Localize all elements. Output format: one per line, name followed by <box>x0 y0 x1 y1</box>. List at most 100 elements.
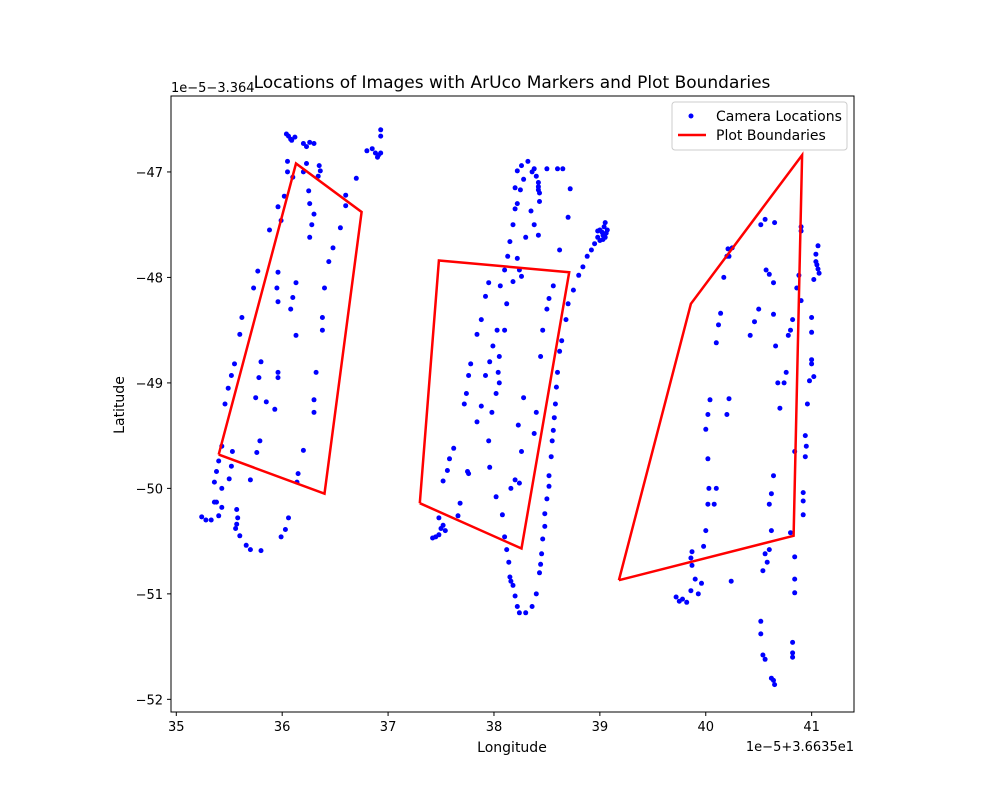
camera-location-point-237 <box>499 512 505 518</box>
camera-location-point-199 <box>559 338 565 344</box>
camera-location-point-323 <box>809 361 815 367</box>
camera-location-point-18 <box>219 485 225 491</box>
camera-location-point-197 <box>555 369 560 375</box>
camera-location-point-90 <box>343 192 349 198</box>
camera-location-point-297 <box>781 380 787 386</box>
camera-location-point-162 <box>502 327 508 333</box>
camera-location-point-49 <box>285 169 290 175</box>
camera-location-point-183 <box>538 561 544 567</box>
camera-location-point-230 <box>519 449 524 454</box>
legend-label-camera-locations: Camera Locations <box>716 109 842 125</box>
camera-location-point-153 <box>535 232 541 238</box>
camera-location-point-303 <box>792 576 798 582</box>
camera-location-point-109 <box>447 456 452 462</box>
camera-location-point-107 <box>440 478 446 484</box>
camera-location-point-254 <box>703 426 709 432</box>
camera-location-point-222 <box>544 306 550 312</box>
camera-location-point-175 <box>510 582 516 588</box>
camera-location-point-174 <box>508 578 514 584</box>
chart-title: Locations of Images with ArUco Markers a… <box>254 73 771 93</box>
camera-location-point-289 <box>758 618 764 624</box>
camera-location-point-141 <box>521 176 527 182</box>
camera-location-point-23 <box>234 521 240 527</box>
camera-location-point-248 <box>699 580 704 586</box>
camera-location-point-333 <box>814 262 820 268</box>
camera-location-point-99 <box>378 133 384 139</box>
camera-location-point-334 <box>788 530 793 536</box>
camera-location-point-253 <box>705 456 711 462</box>
camera-location-point-283 <box>768 491 774 497</box>
camera-location-point-11 <box>228 373 234 378</box>
camera-location-point-127 <box>490 343 496 349</box>
camera-location-point-192 <box>549 438 555 444</box>
camera-location-point-187 <box>542 511 548 517</box>
camera-location-point-321 <box>807 378 812 384</box>
camera-location-point-45 <box>275 204 281 210</box>
camera-location-point-190 <box>546 473 552 479</box>
camera-location-point-39 <box>272 406 278 412</box>
camera-location-point-89 <box>343 203 349 209</box>
camera-location-point-179 <box>523 610 529 616</box>
camera-location-point-37 <box>267 227 272 233</box>
camera-location-point-176 <box>512 593 518 599</box>
camera-location-point-21 <box>234 507 240 512</box>
camera-location-point-110 <box>451 445 457 451</box>
camera-location-point-178 <box>516 610 522 616</box>
camera-location-point-36 <box>255 268 261 274</box>
camera-location-point-238 <box>673 594 679 600</box>
camera-locations-series <box>199 127 822 688</box>
camera-location-point-28 <box>258 548 264 554</box>
camera-location-point-285 <box>768 528 774 534</box>
camera-location-point-251 <box>705 501 711 507</box>
camera-location-point-267 <box>724 412 730 417</box>
camera-location-point-232 <box>512 477 518 483</box>
camera-location-point-108 <box>444 468 450 473</box>
camera-location-point-257 <box>713 485 719 491</box>
camera-location-point-121 <box>483 293 488 299</box>
camera-location-point-135 <box>512 185 518 191</box>
camera-location-point-38 <box>263 399 269 405</box>
y-axis: −47 −48 −49 −50 −51 −52 <box>136 166 171 708</box>
camera-location-point-74 <box>300 447 306 453</box>
camera-location-point-106 <box>442 528 448 534</box>
camera-location-point-72 <box>293 280 299 286</box>
camera-location-point-17 <box>229 449 235 454</box>
camera-location-point-262 <box>721 274 727 280</box>
camera-location-point-319 <box>802 454 808 460</box>
camera-location-point-279 <box>771 311 776 317</box>
camera-location-point-150 <box>533 173 539 179</box>
camera-location-point-161 <box>504 301 510 307</box>
camera-location-point-67 <box>316 163 322 169</box>
camera-location-point-299 <box>785 332 791 338</box>
camera-location-point-301 <box>790 317 796 323</box>
camera-location-point-80 <box>311 397 317 403</box>
camera-location-point-226 <box>565 214 571 220</box>
camera-location-point-68 <box>317 168 323 174</box>
camera-location-point-71 <box>290 295 296 300</box>
camera-location-point-81 <box>311 409 317 415</box>
camera-location-point-65 <box>309 222 315 228</box>
camera-location-point-35 <box>251 285 257 291</box>
camera-location-point-91 <box>353 175 359 181</box>
camera-location-point-140 <box>517 187 523 193</box>
camera-location-point-5 <box>211 479 217 485</box>
camera-location-point-98 <box>378 127 384 133</box>
camera-location-point-291 <box>760 652 766 658</box>
camera-location-point-7 <box>216 458 222 464</box>
camera-location-point-240 <box>680 596 685 602</box>
camera-location-point-288 <box>760 568 766 574</box>
camera-location-point-105 <box>440 522 446 528</box>
camera-location-point-70 <box>288 306 294 312</box>
camera-location-point-315 <box>800 498 806 504</box>
camera-location-point-184 <box>539 551 545 557</box>
camera-location-point-171 <box>504 547 510 553</box>
camera-location-point-228 <box>533 409 539 415</box>
camera-location-point-328 <box>813 251 819 257</box>
camera-location-point-139 <box>514 201 520 207</box>
y-axis-label: Latitude <box>112 376 128 434</box>
camera-location-point-322 <box>809 357 815 363</box>
y-tick-label-3: −50 <box>136 482 163 497</box>
camera-location-point-125 <box>483 373 488 378</box>
camera-location-point-48 <box>285 158 290 164</box>
camera-location-point-246 <box>692 576 698 582</box>
